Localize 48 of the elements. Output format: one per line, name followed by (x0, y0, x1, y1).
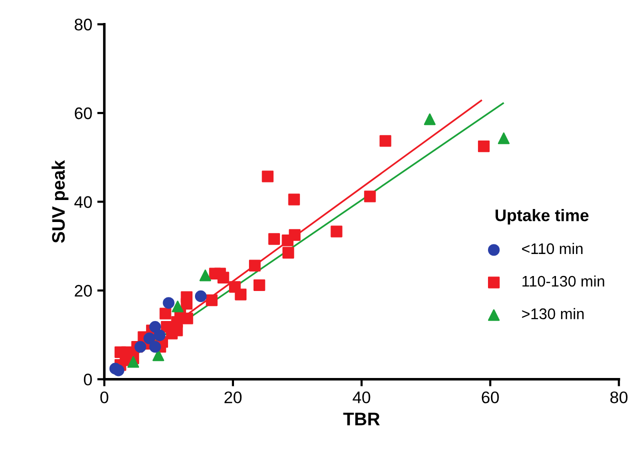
point (288, 229, 301, 241)
point (268, 233, 280, 245)
y-tick-label: 0 (84, 374, 92, 386)
point (112, 364, 124, 376)
point (217, 272, 230, 284)
x-tick-label: 80 (610, 391, 628, 404)
point (262, 170, 274, 182)
point (181, 312, 194, 324)
point (149, 340, 161, 353)
point (149, 321, 161, 333)
point (154, 329, 166, 342)
x-tick-label: 20 (224, 391, 242, 404)
point (364, 190, 376, 202)
point (288, 194, 300, 206)
y-axis-title: SUV peak (52, 160, 68, 243)
point (380, 135, 392, 147)
legend-title: Uptake time (496, 209, 589, 225)
point (171, 324, 183, 336)
y-tick-label: 60 (74, 107, 92, 120)
point (248, 260, 261, 272)
point (144, 332, 156, 344)
point (478, 140, 490, 152)
point (180, 291, 192, 303)
x-tick-label: 60 (482, 391, 499, 404)
point (152, 349, 164, 362)
y-tick-label: 20 (74, 284, 92, 297)
point (194, 290, 207, 302)
point (234, 288, 247, 300)
point (330, 226, 342, 238)
legend-label: 110-130 min (522, 275, 604, 287)
legend-label: >130 min (522, 308, 584, 320)
point (172, 300, 184, 312)
point (282, 246, 294, 259)
x-tick-label: 0 (100, 391, 108, 404)
point (206, 294, 218, 306)
point (127, 356, 140, 368)
y-tick-label: 40 (74, 196, 92, 208)
point (424, 113, 436, 126)
point (160, 308, 172, 320)
legend-label: <110 min (522, 242, 582, 254)
point (162, 297, 174, 309)
y-tick-label: 80 (74, 18, 92, 30)
x-tick-label: 40 (352, 391, 370, 404)
point (498, 132, 510, 144)
x-axis-title: TBR (343, 412, 380, 426)
point (253, 279, 266, 292)
point (199, 270, 212, 282)
point (134, 340, 146, 353)
